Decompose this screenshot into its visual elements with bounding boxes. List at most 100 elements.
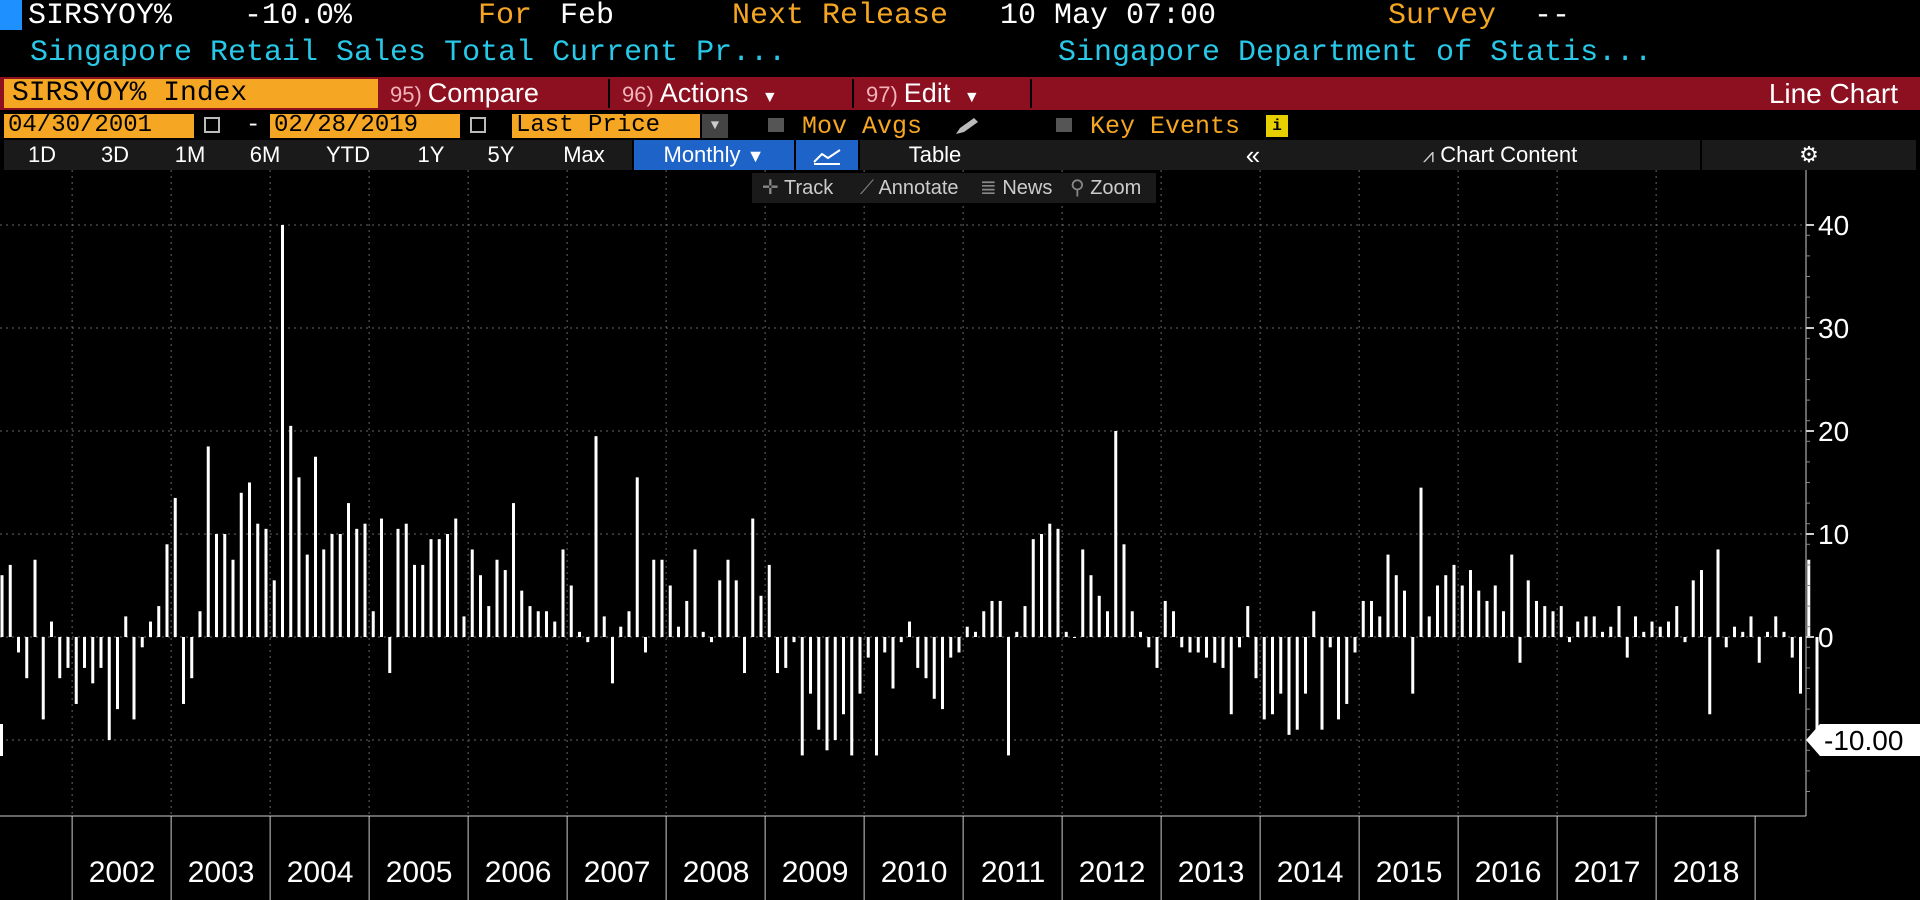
chart-settings-row: 04/30/2001 - 02/28/2019 Last Price ▼ Mov… (0, 112, 1920, 141)
bar (116, 637, 119, 710)
track-label: Track (783, 177, 834, 199)
bar (1312, 611, 1316, 637)
compare-button[interactable]: 95) Compare (380, 79, 610, 108)
bar (165, 544, 169, 637)
bar (1015, 631, 1019, 637)
bar (487, 606, 491, 637)
track-button[interactable]: ✛ Track (762, 173, 852, 203)
y-axis: 0 10 20 30 40 -10.00 (0, 170, 1920, 817)
chart-type-label[interactable]: Line Chart (1768, 78, 1898, 109)
bar-chart[interactable]: 0 10 20 30 40 -10.00 2002 2003 2004 2005 2006 2007… (0, 170, 1920, 900)
chart-content-button[interactable]: ⩘ Chart Content (1300, 140, 1700, 170)
bar (503, 570, 507, 637)
bar (1774, 616, 1778, 637)
period-select[interactable]: Monthly ▼ (634, 140, 794, 170)
bar (1683, 637, 1687, 643)
survey-label: Survey (1388, 0, 1497, 33)
bar (866, 637, 870, 658)
end-date-input[interactable]: 02/28/2019 (270, 114, 460, 138)
bar (322, 549, 326, 637)
bar (380, 518, 383, 637)
year-label: 2015 (1376, 856, 1443, 889)
zoom-button[interactable]: ⚲ Zoom (1070, 173, 1156, 203)
bar (190, 637, 194, 679)
table-button[interactable]: Table (860, 140, 1010, 170)
range-6m[interactable]: 6M (230, 140, 300, 170)
bar (1419, 487, 1423, 637)
range-1y[interactable]: 1Y (396, 140, 466, 170)
end-calendar-icon[interactable] (470, 117, 486, 133)
chart-style-button[interactable] (796, 140, 858, 170)
bar (1749, 616, 1753, 637)
bar (1188, 637, 1192, 653)
for-label: For (478, 0, 533, 33)
settings-button[interactable]: ⚙ (1702, 140, 1916, 170)
bar (140, 637, 144, 648)
bar (1328, 637, 1332, 648)
bar (718, 580, 722, 637)
bar (1708, 637, 1712, 715)
mov-avgs-checkbox[interactable] (768, 118, 784, 132)
range-1m[interactable]: 1M (150, 140, 230, 170)
bar (1254, 637, 1258, 679)
start-calendar-icon[interactable] (204, 117, 220, 133)
security-description: Singapore Retail Sales Total Current Pr.… (0, 33, 1920, 75)
mov-avgs-label: Mov Avgs (802, 112, 923, 141)
date-separator: - (246, 112, 261, 139)
annotate-button[interactable]: ⟋ Annotate (860, 173, 972, 203)
y-tick-label: 40 (1818, 210, 1849, 241)
description-text: Singapore Retail Sales Total Current Pr.… (30, 36, 787, 70)
bar (124, 616, 128, 637)
bar (1229, 637, 1233, 715)
bar (149, 621, 152, 637)
next-release-label: Next Release (732, 0, 949, 33)
bar (429, 539, 433, 637)
bar (1807, 559, 1811, 637)
bar (314, 456, 317, 637)
key-events-checkbox[interactable] (1056, 118, 1072, 132)
bar (1617, 606, 1621, 637)
field-dropdown-arrow-icon[interactable]: ▼ (702, 114, 728, 138)
bar (256, 523, 260, 637)
y-tick-label: 10 (1818, 519, 1849, 550)
year-label: 2004 (287, 856, 354, 889)
bar (248, 482, 251, 637)
bar (0, 575, 4, 637)
bar (58, 637, 62, 679)
bar (1064, 631, 1068, 637)
range-5y[interactable]: 5Y (466, 140, 536, 170)
start-date-input[interactable]: 04/30/2001 (4, 114, 194, 138)
range-spacer (1010, 140, 1300, 170)
bar (743, 637, 746, 674)
news-icon: ≣ (980, 177, 997, 199)
year-label: 2016 (1475, 856, 1542, 889)
range-3d[interactable]: 3D (80, 140, 150, 170)
bar (982, 611, 986, 637)
info-icon[interactable]: i (1266, 115, 1288, 137)
bar (842, 637, 845, 715)
year-label: 2012 (1079, 856, 1146, 889)
bar (965, 626, 969, 637)
function-toolbar: SIRSYOY% Index 95) Compare 96) Actions ▼ 9… (0, 77, 1920, 110)
bar (578, 631, 581, 637)
bar (1155, 637, 1159, 668)
news-button[interactable]: ≣ News (980, 173, 1062, 203)
bar (792, 637, 796, 643)
security-input[interactable]: SIRSYOY% Index (4, 79, 378, 108)
bar (1386, 554, 1390, 637)
range-1d[interactable]: 1D (4, 140, 80, 170)
range-ytd[interactable]: YTD (300, 140, 396, 170)
field-select[interactable]: Last Price (512, 114, 700, 138)
pencil-icon[interactable] (952, 116, 982, 136)
bar (1279, 637, 1283, 694)
edit-button[interactable]: 97) Edit ▼ (856, 79, 1032, 108)
ticker-cursor (0, 0, 22, 31)
actions-button[interactable]: 96) Actions ▼ (612, 79, 854, 108)
bar (800, 637, 804, 756)
collapse-double-chevron-icon[interactable]: « (1245, 140, 1261, 170)
annotate-icon: ⟋ (860, 177, 874, 199)
edit-chevron-down-icon: ▼ (963, 89, 980, 106)
bar (74, 637, 78, 704)
range-max[interactable]: Max (536, 140, 632, 170)
bar (899, 637, 903, 643)
